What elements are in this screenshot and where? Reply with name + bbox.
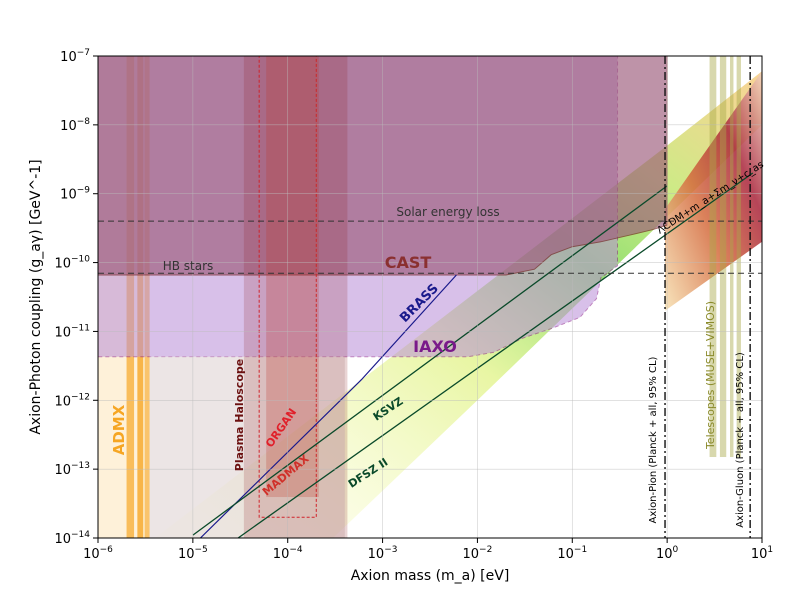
y-tick-label: 10−10 <box>54 255 90 272</box>
y-tick-label: 10−7 <box>60 48 90 65</box>
x-tick-label: 10−2 <box>463 545 493 562</box>
iaxo-label: IAXO <box>413 337 457 356</box>
y-tick-label: 10−12 <box>54 392 90 409</box>
ksvz-line <box>192 185 668 536</box>
y-tick-label: 10−8 <box>60 117 90 134</box>
telescope-bar-3 <box>736 56 741 458</box>
plasma-haloscope-label: Plasma Haloscope <box>233 359 246 471</box>
y-tick-label: 10−11 <box>54 323 90 340</box>
x-tick-label: 10−5 <box>178 545 208 562</box>
y-axis-label: Axion-Photon coupling (g_aγ) [GeV^-1] <box>28 159 44 434</box>
hb-stars-label: HB stars <box>163 259 214 273</box>
lcdm-band <box>665 71 762 311</box>
axes-frame <box>97 55 763 539</box>
grid <box>98 56 762 538</box>
x-axis-ticks: 10−6 10−5 10−4 10−3 10−2 10−1 100 101 <box>83 538 773 562</box>
y-tick-label: 10−13 <box>54 461 90 478</box>
brass-line <box>199 274 457 538</box>
telescope-bar-1 <box>719 56 727 458</box>
y-tick-label: 10−14 <box>54 530 90 547</box>
x-tick-label: 10−3 <box>368 545 398 562</box>
y-axis-ticks: 10−14 10−13 10−12 10−11 10−10 10−9 10−8 10−7 <box>54 48 98 547</box>
telescope-bar-0 <box>709 56 717 458</box>
axion-gluon-label: Axion-Gluon (Planck + all, 95% CL) <box>735 352 746 528</box>
x-tick-label: 101 <box>751 545 773 562</box>
cast-label: CAST <box>385 253 432 272</box>
telescopes-label: Telescopes (MUSE+VIMOS) <box>704 301 717 450</box>
solar-energy-loss-label: Solar energy loss <box>396 205 499 219</box>
x-tick-label: 10−4 <box>273 545 303 562</box>
x-axis-label: Axion mass (m_a) [eV] <box>351 568 510 584</box>
organ-region <box>266 56 319 498</box>
x-tick-label: 100 <box>656 545 679 562</box>
telescope-bars <box>709 56 741 458</box>
x-tick-label: 10−6 <box>83 545 113 562</box>
plasma-haloscope-region <box>243 56 348 538</box>
admx-label: ADMX <box>110 404 128 455</box>
x-tick-label: 10−1 <box>557 545 587 562</box>
axion-pion-label: Axion-Pion (Planck + all, 95% CL) <box>648 356 659 523</box>
y-tick-label: 10−9 <box>60 186 90 203</box>
telescope-bar-2 <box>730 56 734 458</box>
